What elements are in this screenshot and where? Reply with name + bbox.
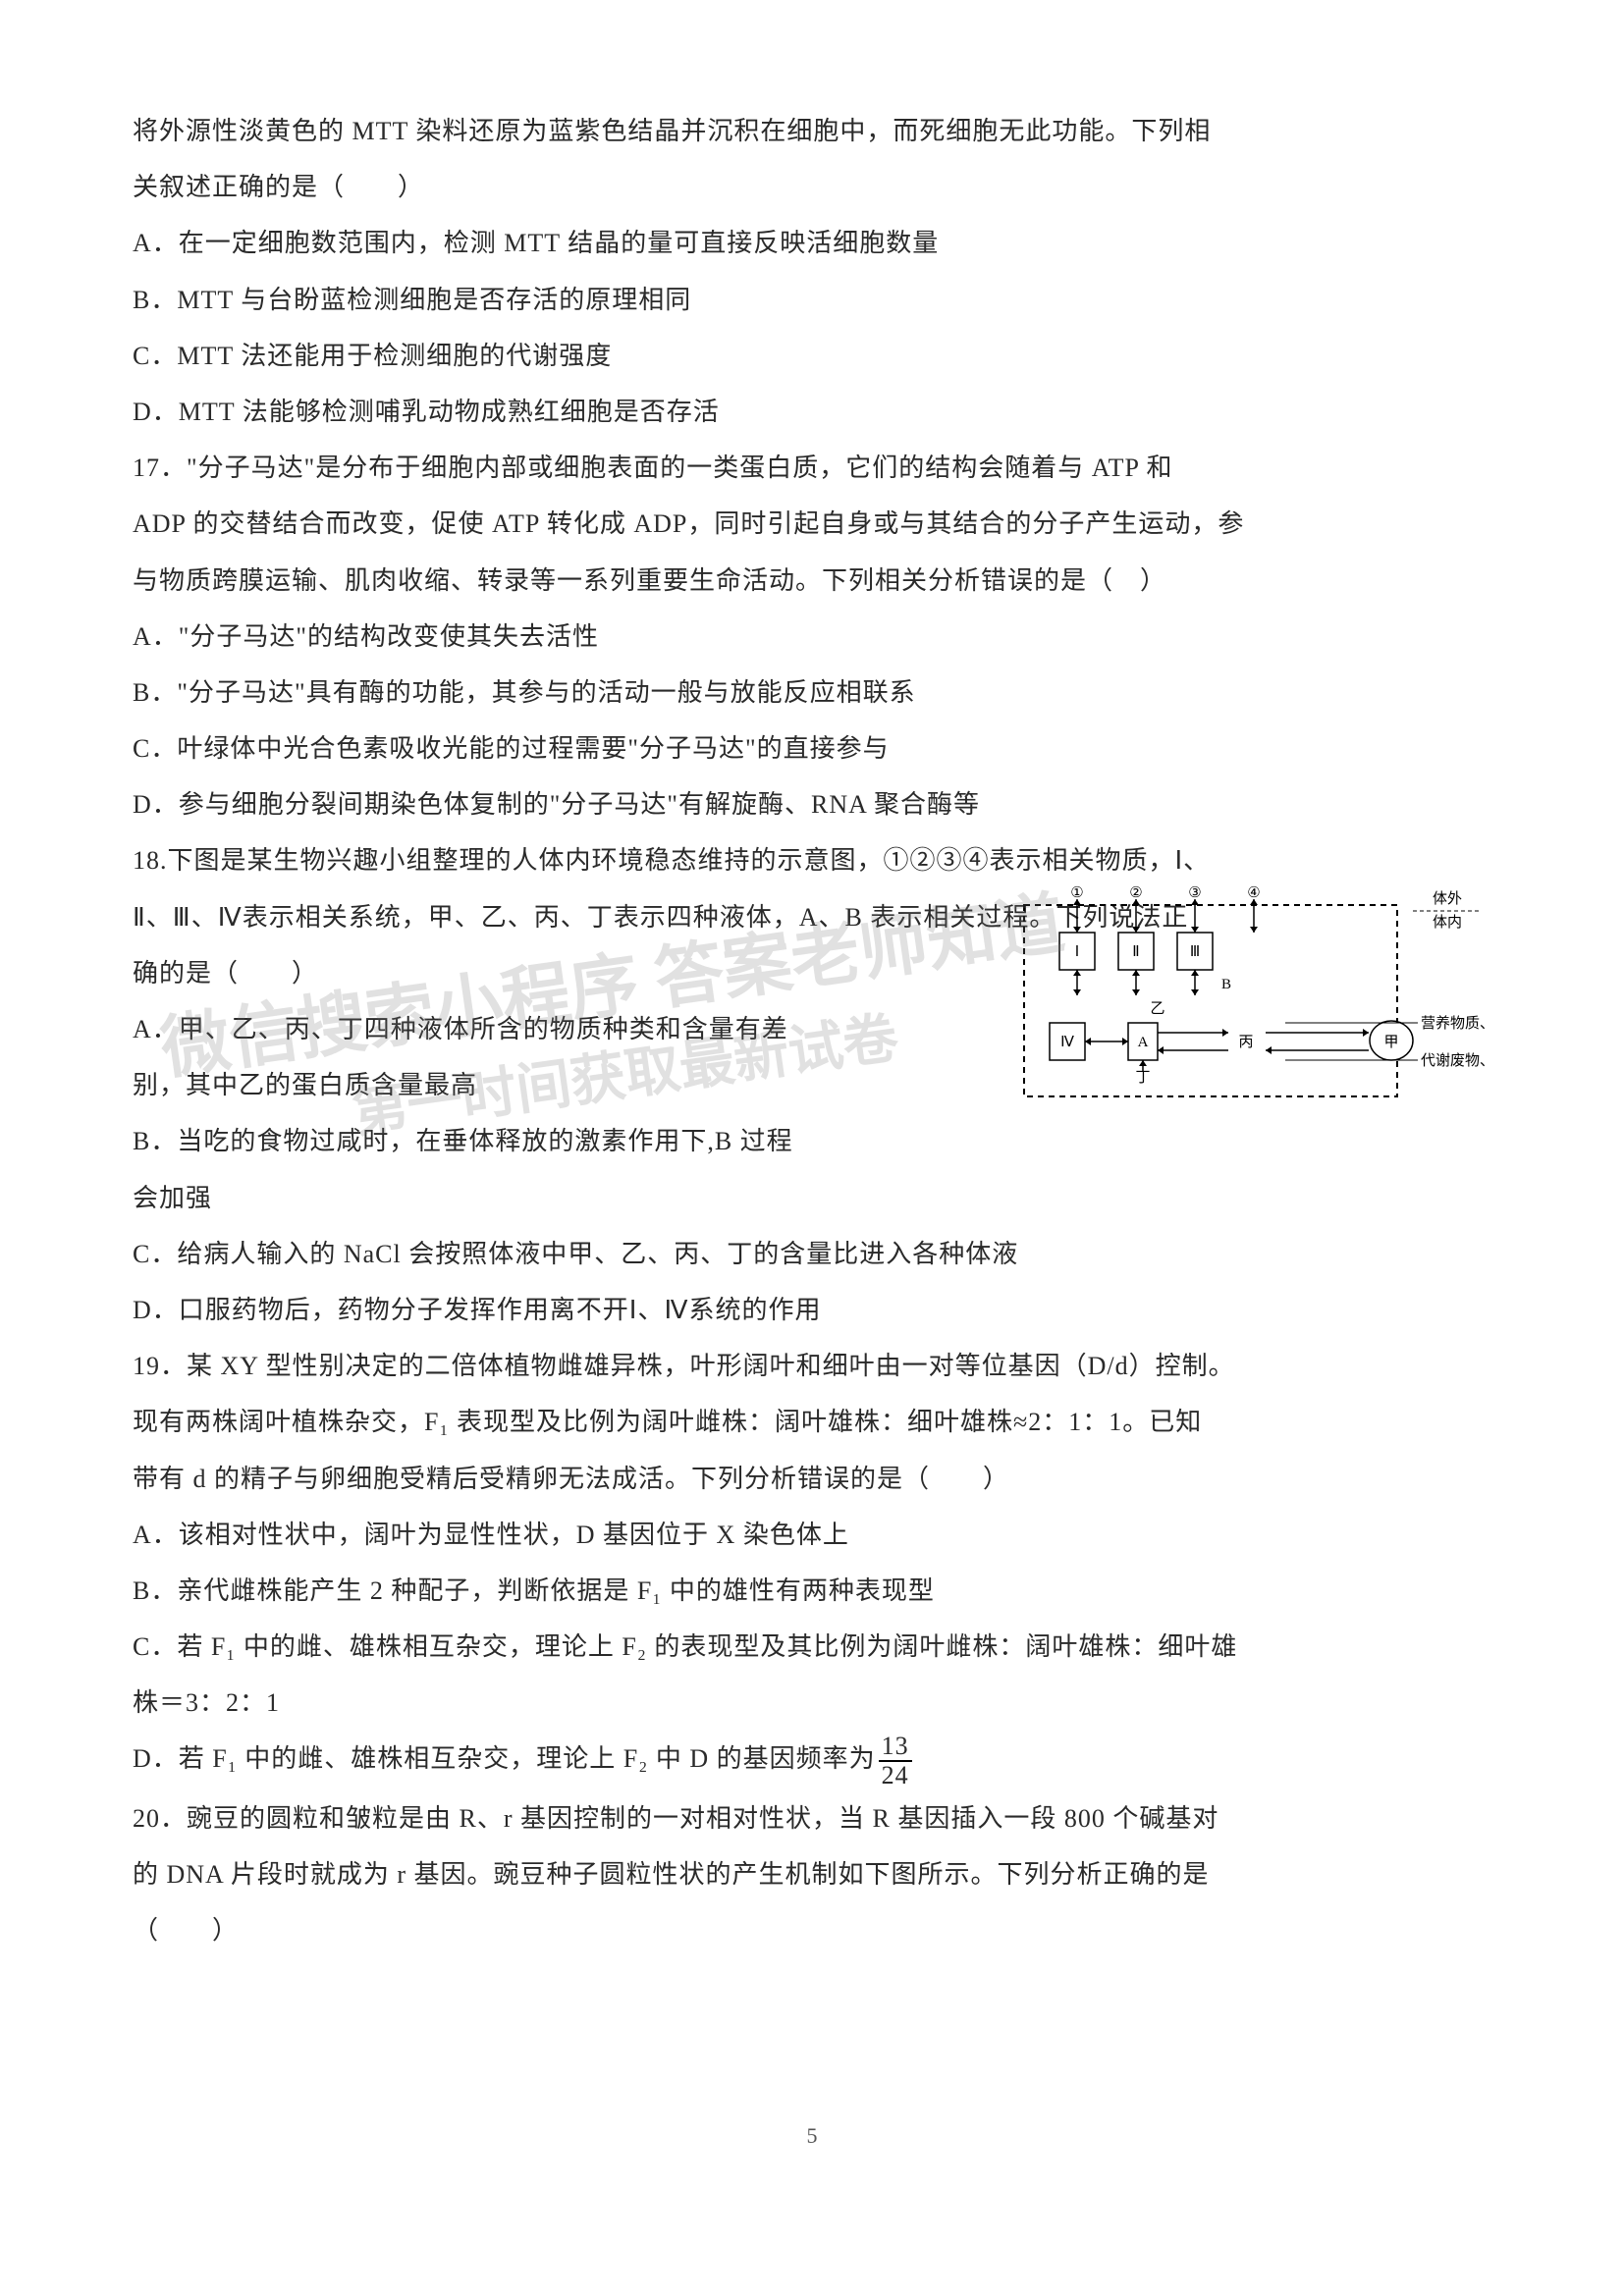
page-number: 5 (0, 2123, 1624, 2149)
q19-d-text: D．若 F₁ 中的雌、雄株相互杂交，理论上 F₂ 中 D 的基因频率为 (133, 1744, 876, 1773)
q19-option-b: B．亲代雌株能产生 2 种配子，判断依据是 F₁ 中的雄性有两种表现型 (133, 1563, 1482, 1619)
q19-line-1: 19．某 XY 型性别决定的二倍体植物雌雄异株，叶形阔叶和细叶由一对等位基因（D… (133, 1338, 1482, 1394)
q18-option-b-1: B．当吃的食物过咸时，在垂体释放的激素作用下,B 过程 (133, 1113, 997, 1169)
q16-option-a: A．在一定细胞数范围内，检测 MTT 结晶的量可直接反映活细胞数量 (133, 215, 1482, 271)
q16-option-c: C．MTT 法还能用于检测细胞的代谢强度 (133, 328, 1482, 384)
q20-line-1: 20．豌豆的圆粒和皱粒是由 R、r 基因控制的一对相对性状，当 R 基因插入一段… (133, 1790, 1482, 1846)
q18-option-b-2: 会加强 (133, 1170, 997, 1226)
marker-1: ① (1070, 885, 1083, 901)
q19-line-2: 现有两株阔叶植株杂交，F₁ 表现型及比例为阔叶雌株：阔叶雄株：细叶雄株≈2：1：… (133, 1394, 1482, 1450)
fraction-13-24: 1324 (879, 1733, 912, 1790)
q16-option-d: D．MTT 法能够检测哺乳动物成熟红细胞是否存活 (133, 384, 1482, 440)
q18-option-a-1: A．甲、乙、丙、丁四种液体所含的物质种类和含量有差 (133, 1001, 997, 1057)
q18-diagram: ① ② ③ ④ Ⅰ Ⅱ Ⅲ B 乙 (1020, 885, 1487, 1096)
fraction-numerator: 13 (879, 1733, 912, 1763)
q18-line-1: 18.下图是某生物兴趣小组整理的人体内环境稳态维持的示意图，①②③④表示相关物质… (133, 832, 1482, 888)
box-III: Ⅲ (1190, 944, 1200, 960)
q17-option-b: B．"分子马达"具有酶的功能，其参与的活动一般与放能反应相联系 (133, 665, 1482, 721)
box-II: Ⅱ (1132, 944, 1139, 960)
diagram-svg: ① ② ③ ④ Ⅰ Ⅱ Ⅲ B 乙 (1020, 885, 1487, 1106)
label-ding: 丁 (1135, 1070, 1150, 1086)
q20-line-2: 的 DNA 片段时就成为 r 基因。豌豆种子圆粒性状的产生机制如下图所示。下列分… (133, 1846, 1482, 1902)
q17-line-3: 与物质跨膜运输、肌肉收缩、转录等一系列重要生命活动。下列相关分析错误的是（ ） (133, 553, 1482, 609)
label-jia: 甲 (1383, 1035, 1398, 1050)
q18-option-c: C．给病人输入的 NaCl 会按照体液中甲、乙、丙、丁的含量比进入各种体液 (133, 1226, 1482, 1282)
box-I: Ⅰ (1075, 944, 1079, 960)
q17-option-a: A．"分子马达"的结构改变使其失去活性 (133, 609, 1482, 665)
marker-3: ③ (1188, 885, 1201, 901)
marker-2: ② (1129, 885, 1142, 901)
q19-line-3: 带有 d 的精子与卵细胞受精后受精卵无法成活。下列分析错误的是（ ） (133, 1451, 1482, 1507)
q19-option-d: D．若 F₁ 中的雌、雄株相互杂交，理论上 F₂ 中 D 的基因频率为1324 (133, 1731, 1482, 1790)
q19-option-a: A．该相对性状中，阔叶为显性性状，D 基因位于 X 染色体上 (133, 1507, 1482, 1563)
box-A: A (1138, 1035, 1149, 1050)
q17-line-2: ADP 的交替结合而改变，促使 ATP 转化成 ADP，同时引起自身或与其结合的… (133, 496, 1482, 552)
q17-option-c: C．叶绿体中光合色素吸收光能的过程需要"分子马达"的直接参与 (133, 721, 1482, 776)
q17-line-1: 17．"分子马达"是分布于细胞内部或细胞表面的一类蛋白质，它们的结构会随着与 A… (133, 440, 1482, 496)
q17-option-d: D．参与细胞分裂间期染色体复制的"分子马达"有解旋酶、RNA 聚合酶等 (133, 776, 1482, 832)
q16-option-b: B．MTT 与台盼蓝检测细胞是否存活的原理相同 (133, 272, 1482, 328)
fraction-denominator: 24 (879, 1762, 912, 1790)
box-IV: Ⅳ (1060, 1035, 1074, 1050)
label-B: B (1221, 977, 1231, 992)
intro-line-1: 将外源性淡黄色的 MTT 染料还原为蓝紫色结晶并沉积在细胞中，而死细胞无此功能。… (133, 103, 1482, 159)
label-tiwai: 体外 (1433, 890, 1462, 907)
label-tinei: 体内 (1433, 914, 1462, 931)
q20-line-3: （ ） (133, 1902, 1482, 1958)
intro-line-2: 关叙述正确的是（ ） (133, 159, 1482, 215)
q18-option-d: D．口服药物后，药物分子发挥作用离不开Ⅰ、Ⅳ系统的作用 (133, 1282, 1482, 1338)
label-yi: 乙 (1150, 1001, 1164, 1017)
q19-option-c-1: C．若 F₁ 中的雌、雄株相互杂交，理论上 F₂ 的表现型及其比例为阔叶雌株：阔… (133, 1619, 1482, 1675)
marker-4: ④ (1247, 885, 1260, 901)
q18-option-a-2: 别，其中乙的蛋白质含量最高 (133, 1057, 997, 1113)
label-right-1: 营养物质、O₂ (1421, 1015, 1487, 1032)
label-right-2: 代谢废物、CO₂ (1421, 1052, 1487, 1069)
label-bing: 丙 (1238, 1035, 1253, 1050)
q19-option-c-2: 株＝3：2：1 (133, 1675, 1482, 1731)
